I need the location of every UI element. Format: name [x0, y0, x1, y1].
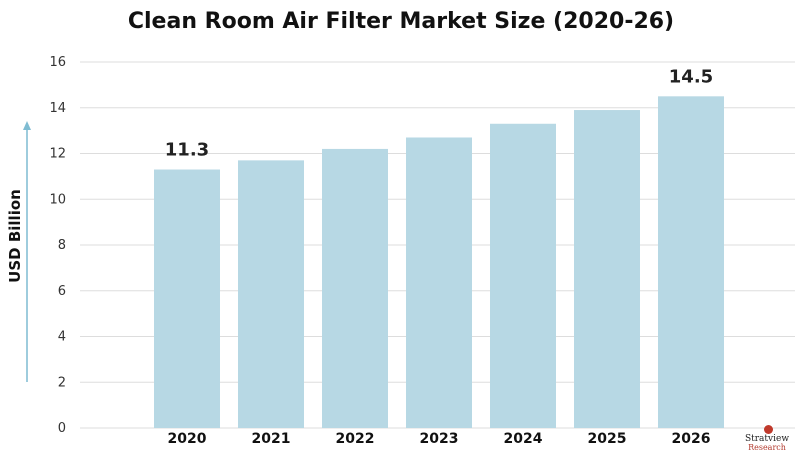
data-labels: 11.3 14.5 [165, 66, 713, 160]
data-label-2020: 11.3 [165, 140, 209, 161]
x-tick-label: 2021 [252, 431, 291, 447]
y-tick-label: 8 [58, 238, 66, 253]
stratview-logo: Stratview Research [736, 425, 798, 457]
data-label-2026: 14.5 [669, 66, 713, 87]
y-tick-label: 14 [49, 101, 66, 116]
y-tick-label: 0 [58, 421, 66, 436]
y-tick-label: 10 [49, 192, 66, 207]
x-tick-label: 2025 [588, 431, 627, 447]
bar-2022 [322, 148, 388, 429]
y-tick-label: 16 [49, 55, 66, 70]
x-axis-labels: 2020 2021 2022 2023 2024 2025 2026 [168, 431, 711, 447]
x-tick-label: 2020 [168, 431, 207, 447]
y-tick-label: 6 [58, 284, 66, 299]
bar-2024 [490, 123, 556, 428]
logo-target-icon [764, 425, 773, 434]
chart-title: Clean Room Air Filter Market Size (2020-… [128, 9, 674, 34]
x-tick-label: 2024 [504, 431, 543, 447]
x-tick-label: 2023 [420, 431, 459, 447]
x-tick-label: 2026 [672, 431, 711, 447]
logo-subtext: Research [748, 443, 786, 452]
bar-2021 [238, 160, 304, 429]
bar-2023 [406, 137, 472, 429]
y-axis-label: USD Billion [6, 189, 24, 283]
bars [154, 96, 724, 429]
bar-2020 [154, 169, 220, 428]
y-tick-label: 2 [58, 375, 66, 390]
bar-2025 [574, 110, 640, 428]
bar-2026 [658, 96, 724, 428]
logo-text: Stratview [744, 434, 790, 444]
y-tick-label: 4 [58, 330, 66, 345]
y-tick-label: 12 [49, 147, 66, 162]
y-axis-arrow [23, 121, 31, 382]
y-axis-ticks: 0 2 4 6 8 10 12 14 16 [49, 55, 66, 436]
x-tick-label: 2022 [336, 431, 375, 447]
